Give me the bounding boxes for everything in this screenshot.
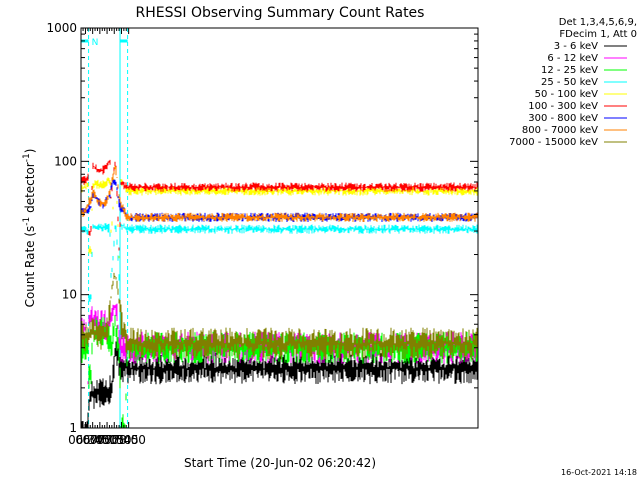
legend-label-7: 800 - 7000 keV bbox=[522, 125, 598, 136]
y-label-sup1: -1 bbox=[22, 217, 32, 226]
x-tick-label-6: 08:00 bbox=[111, 433, 146, 447]
series-trace-5 bbox=[80, 159, 479, 251]
y-label-sup2: -1 bbox=[22, 153, 32, 162]
legend-header-1: FDecim 1, Att 0 bbox=[559, 29, 637, 40]
legend-label-2: 12 - 25 keV bbox=[541, 65, 598, 76]
y-label-end: ) bbox=[23, 149, 37, 154]
y-tick-label-2: 100 bbox=[54, 154, 77, 168]
legend-label-1: 6 - 12 keV bbox=[547, 53, 598, 64]
x-tick-label-4: 07:30 bbox=[97, 433, 132, 447]
x-tick-label-5: 07:45 bbox=[104, 433, 139, 447]
y-tick-label-0: 1 bbox=[69, 421, 77, 435]
series-trace-8 bbox=[80, 272, 479, 360]
legend-label-3: 25 - 50 keV bbox=[541, 77, 598, 88]
legend: Det 1,3,4,5,6,9,FDecim 1, Att 03 - 6 keV… bbox=[509, 17, 637, 148]
y-tick-label-3: 1000 bbox=[46, 21, 77, 35]
y-label-mid: detector bbox=[23, 162, 37, 217]
legend-label-8: 7000 - 15000 keV bbox=[509, 137, 598, 148]
chart-title: RHESSI Observing Summary Count Rates bbox=[136, 5, 425, 21]
x-tick-label-2: 07:00 bbox=[83, 433, 118, 447]
x-tick-label-3: 07:15 bbox=[90, 433, 125, 447]
y-tick-label-1: 10 bbox=[62, 288, 77, 302]
timestamp: 16-Oct-2021 14:18 bbox=[561, 468, 637, 477]
series-trace-3 bbox=[80, 223, 479, 302]
series-layer bbox=[80, 159, 479, 428]
y-label-main: Count Rate (s bbox=[23, 226, 37, 308]
legend-header-0: Det 1,3,4,5,6,9, bbox=[559, 17, 637, 28]
x-tick-label-1: 06:45 bbox=[75, 433, 110, 447]
y-axis-label: Count Rate (s-1 detector-1) bbox=[22, 149, 37, 308]
legend-label-5: 100 - 300 keV bbox=[528, 101, 598, 112]
x-axis-label: Start Time (20-Jun-02 06:20:42) bbox=[184, 456, 376, 470]
legend-label-6: 300 - 800 keV bbox=[528, 113, 598, 124]
plot-frame bbox=[80, 27, 479, 429]
night-marker-label: N bbox=[92, 38, 99, 48]
series-trace-4 bbox=[80, 165, 479, 259]
legend-label-0: 3 - 6 keV bbox=[554, 41, 598, 52]
x-tick-label-0: 06:30 bbox=[68, 433, 103, 447]
legend-label-4: 50 - 100 keV bbox=[535, 89, 599, 100]
